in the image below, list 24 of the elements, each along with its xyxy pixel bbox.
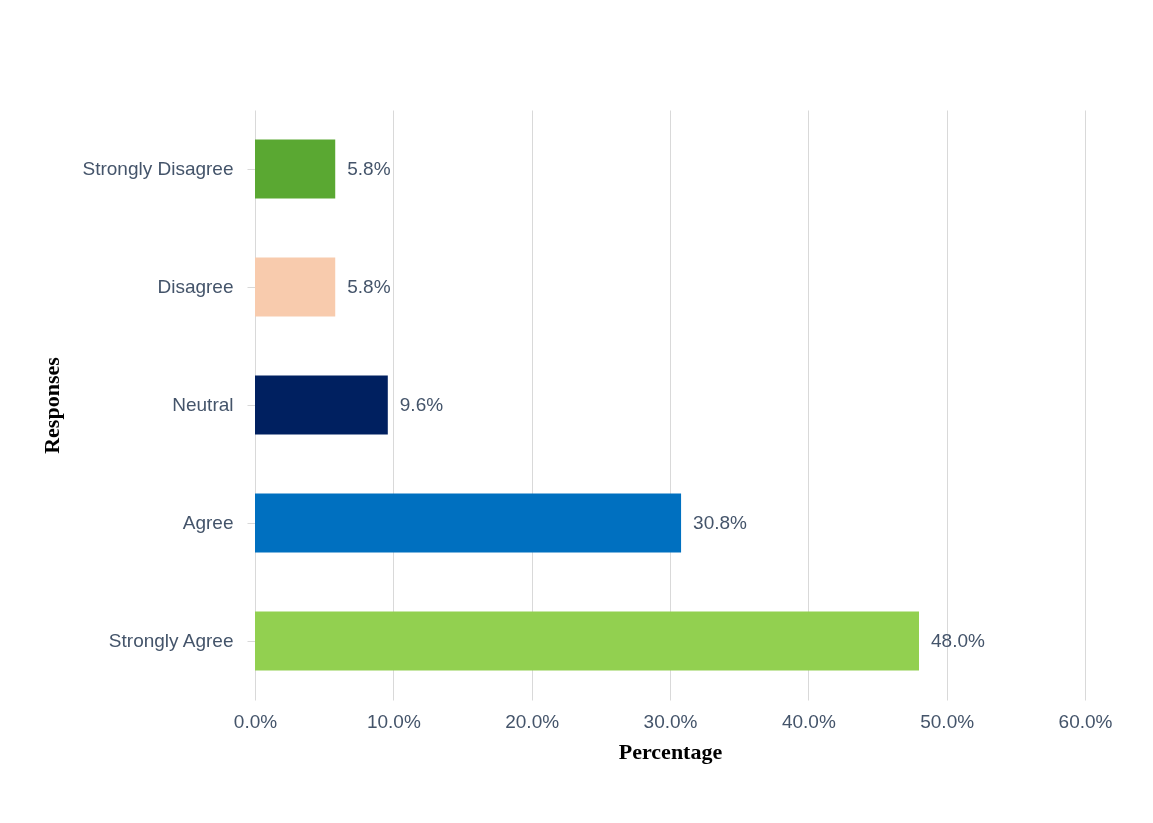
x-tick-label: 30.0%: [643, 710, 698, 732]
y-tick-label: Disagree: [157, 276, 234, 297]
data-label: 30.8%: [693, 512, 748, 533]
data-label: 9.6%: [399, 394, 444, 415]
x-axis-title: Percentage: [618, 738, 723, 764]
x-tick-label: 0.0%: [233, 710, 278, 732]
x-tick-label: 60.0%: [1058, 710, 1113, 732]
data-label: 5.8%: [347, 158, 391, 179]
bar: [255, 375, 388, 435]
x-tick-label: 20.0%: [505, 710, 560, 732]
data-label: 5.8%: [347, 276, 391, 297]
bar: [255, 139, 336, 199]
y-tick-label: Strongly Agree: [108, 630, 234, 651]
x-tick-label: 10.0%: [366, 710, 421, 732]
bar: [255, 611, 919, 671]
y-tick-label: Neutral: [172, 394, 234, 415]
y-tick-label: Strongly Disagree: [82, 158, 234, 179]
x-tick-label: 50.0%: [920, 710, 975, 732]
x-tick-label: 40.0%: [781, 710, 836, 732]
bar: [255, 493, 682, 553]
y-tick-label: Agree: [182, 512, 234, 533]
data-label: 48.0%: [931, 630, 985, 651]
bar: [255, 257, 336, 317]
y-axis-title: Responses: [39, 356, 65, 454]
